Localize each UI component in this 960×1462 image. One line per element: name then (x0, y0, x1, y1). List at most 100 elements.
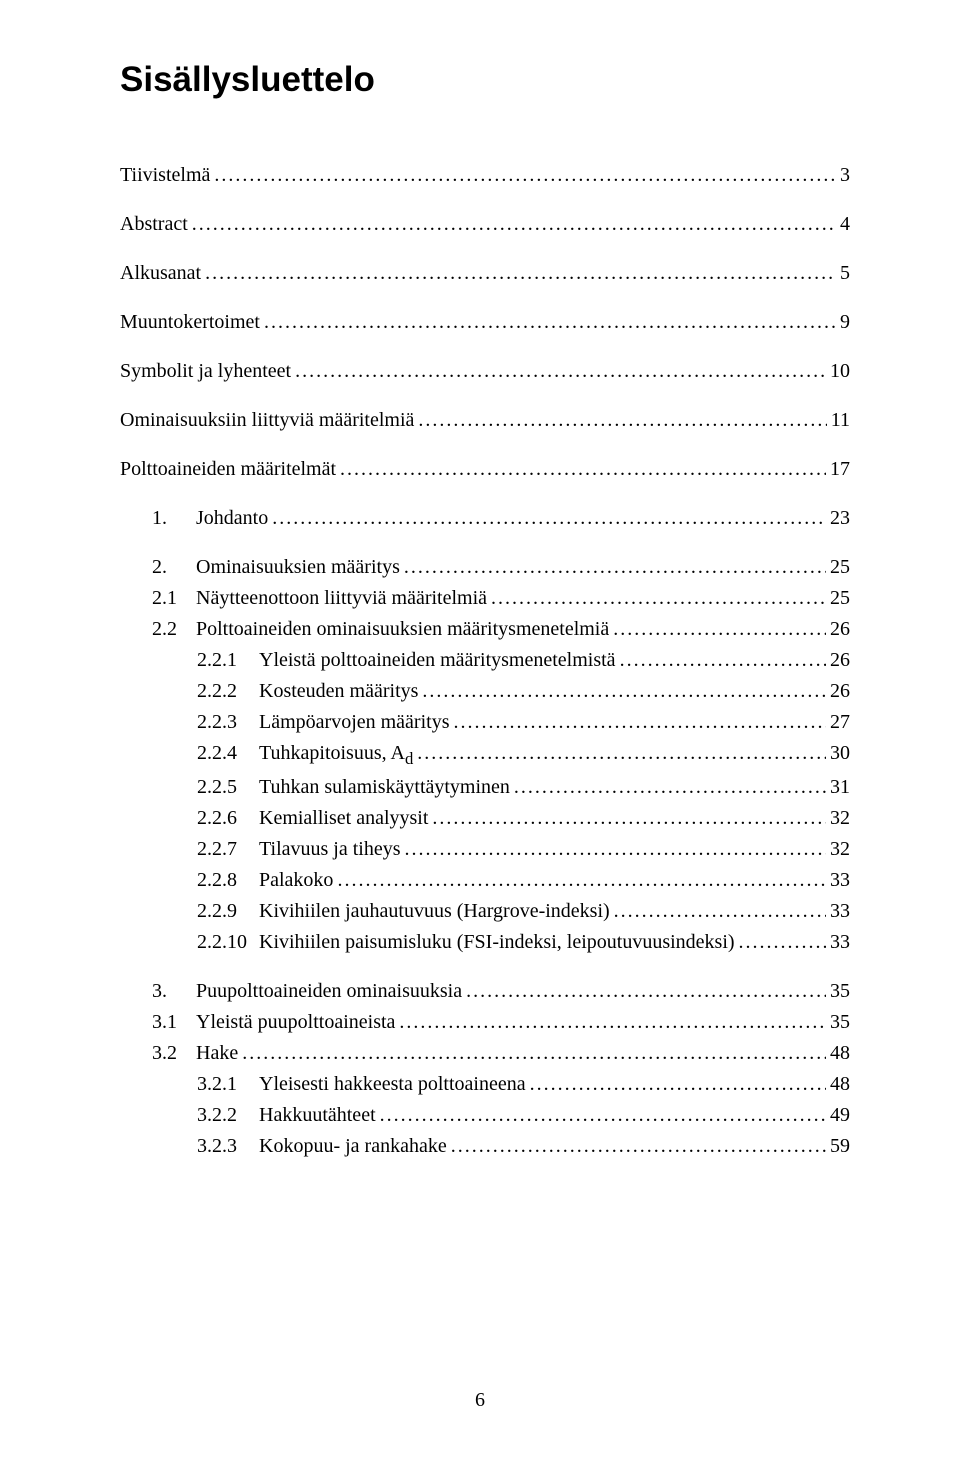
toc-label: 3.1Yleistä puupolttoaineista (152, 1007, 395, 1038)
toc-text: Kokopuu- ja rankahake (259, 1135, 447, 1157)
toc-page: 31 (830, 772, 850, 803)
toc-entry: 3.2.2Hakkuutähteet49 (120, 1100, 850, 1131)
toc-leader (613, 614, 826, 645)
toc-label: Tiivistelmä (120, 160, 210, 191)
toc-number: 2. (152, 552, 196, 583)
toc-number: 3.2.3 (197, 1131, 259, 1162)
toc-text: Palakoko (259, 869, 333, 891)
toc-leader (530, 1069, 826, 1100)
toc-leader (418, 405, 826, 436)
toc-label: 2.2.8Palakoko (197, 865, 333, 896)
toc-leader (380, 1100, 826, 1131)
toc-page: 26 (830, 676, 850, 707)
toc-label: 1.Johdanto (152, 503, 268, 534)
toc-number: 3.2.2 (197, 1100, 259, 1131)
toc-number: 2.2.9 (197, 896, 259, 927)
toc-number: 1. (152, 503, 196, 534)
toc-label: Symbolit ja lyhenteet (120, 356, 291, 387)
toc-page: 11 (831, 405, 850, 436)
toc-label: Ominaisuuksiin liittyviä määritelmiä (120, 405, 414, 436)
toc-subscript: d (405, 749, 413, 768)
toc-page: 23 (830, 503, 850, 534)
toc-page: 49 (830, 1100, 850, 1131)
toc-number: 3.1 (152, 1007, 196, 1038)
toc-label: 2.2Polttoaineiden ominaisuuksien määrity… (152, 614, 609, 645)
toc-entry: 3.2Hake 48 (120, 1038, 850, 1069)
toc-text: Johdanto (196, 507, 268, 529)
toc-leader (340, 454, 826, 485)
toc-text: Yleistä polttoaineiden määritysmenetelmi… (259, 649, 616, 671)
toc-page: 33 (830, 865, 850, 896)
toc-number: 2.2 (152, 614, 196, 645)
toc-page: 35 (830, 1007, 850, 1038)
toc-number: 2.2.5 (197, 772, 259, 803)
toc-text: Kivihiilen paisumisluku (FSI-indeksi, le… (259, 931, 735, 953)
toc-text: Tuhkan sulamiskäyttäytyminen (259, 776, 510, 798)
table-of-contents: Tiivistelmä3Abstract4Alkusanat5Muuntoker… (120, 160, 850, 1162)
toc-entry: 3.Puupolttoaineiden ominaisuuksia35 (120, 976, 850, 1007)
toc-text: Polttoaineiden ominaisuuksien määritysme… (196, 618, 609, 640)
toc-leader (295, 356, 826, 387)
toc-entry: Polttoaineiden määritelmät17 (120, 454, 850, 485)
toc-label: 2.2.2Kosteuden määritys (197, 676, 418, 707)
toc-entry: 3.2.3Kokopuu- ja rankahake59 (120, 1131, 850, 1162)
toc-label: 2.2.7Tilavuus ja tiheys (197, 834, 401, 865)
toc-number: 2.2.2 (197, 676, 259, 707)
toc-text: Alkusanat (120, 262, 201, 284)
toc-number: 3.2 (152, 1038, 196, 1069)
toc-number: 2.1 (152, 583, 196, 614)
toc-page: 4 (840, 209, 850, 240)
toc-label: 2.2.5Tuhkan sulamiskäyttäytyminen (197, 772, 510, 803)
toc-label: Abstract (120, 209, 188, 240)
toc-text: Muuntokertoimet (120, 311, 260, 333)
toc-entry: 2.Ominaisuuksien määritys25 (120, 552, 850, 583)
toc-leader (417, 738, 826, 769)
toc-text: Kosteuden määritys (259, 680, 418, 702)
toc-page: 26 (830, 645, 850, 676)
toc-leader (264, 307, 836, 338)
toc-label: 2.1Näytteenottoon liittyviä määritelmiä (152, 583, 487, 614)
toc-label: 2.2.9Kivihiilen jauhautuvuus (Hargrove-i… (197, 896, 610, 927)
toc-entry: 2.2.9Kivihiilen jauhautuvuus (Hargrove-i… (120, 896, 850, 927)
toc-page: 25 (830, 583, 850, 614)
toc-number: 2.2.3 (197, 707, 259, 738)
toc-entry: 1.Johdanto 23 (120, 503, 850, 534)
toc-text: Näytteenottoon liittyviä määritelmiä (196, 587, 487, 609)
toc-leader (205, 258, 836, 289)
toc-page: 32 (830, 803, 850, 834)
toc-number: 2.2.8 (197, 865, 259, 896)
toc-number: 2.2.10 (197, 927, 259, 958)
toc-leader (242, 1038, 826, 1069)
toc-entry: 2.2.8Palakoko 33 (120, 865, 850, 896)
toc-text: Abstract (120, 213, 188, 235)
toc-entry: 2.2.7Tilavuus ja tiheys32 (120, 834, 850, 865)
toc-label: Alkusanat (120, 258, 201, 289)
toc-label: 3.2Hake (152, 1038, 238, 1069)
toc-text: Symbolit ja lyhenteet (120, 360, 291, 382)
toc-leader (214, 160, 836, 191)
toc-page: 26 (830, 614, 850, 645)
toc-text: Tuhkapitoisuus, A (259, 742, 405, 764)
toc-leader (404, 552, 826, 583)
toc-page: 33 (830, 896, 850, 927)
toc-text: Tilavuus ja tiheys (259, 838, 401, 860)
toc-number: 2.2.6 (197, 803, 259, 834)
toc-entry: 2.2Polttoaineiden ominaisuuksien määrity… (120, 614, 850, 645)
toc-label: 3.Puupolttoaineiden ominaisuuksia (152, 976, 462, 1007)
toc-leader (405, 834, 827, 865)
toc-page: 48 (830, 1038, 850, 1069)
toc-label: 2.2.4Tuhkapitoisuus, Ad (197, 738, 413, 772)
toc-text: Ominaisuuksiin liittyviä määritelmiä (120, 409, 414, 431)
toc-entry: 2.1Näytteenottoon liittyviä määritelmiä2… (120, 583, 850, 614)
page-number: 6 (0, 1389, 960, 1412)
toc-entry: Abstract 4 (120, 209, 850, 240)
toc-text: Hake (196, 1042, 238, 1064)
toc-entry: Tiivistelmä3 (120, 160, 850, 191)
page-title: Sisällysluettelo (120, 60, 850, 100)
toc-entry: 3.1Yleistä puupolttoaineista 35 (120, 1007, 850, 1038)
toc-entry: Symbolit ja lyhenteet10 (120, 356, 850, 387)
toc-text: Polttoaineiden määritelmät (120, 458, 336, 480)
toc-entry: Ominaisuuksiin liittyviä määritelmiä 11 (120, 405, 850, 436)
toc-text: Kivihiilen jauhautuvuus (Hargrove-indeks… (259, 900, 610, 922)
page: Sisällysluettelo Tiivistelmä3 Abstract 4 Al… (0, 0, 960, 1462)
